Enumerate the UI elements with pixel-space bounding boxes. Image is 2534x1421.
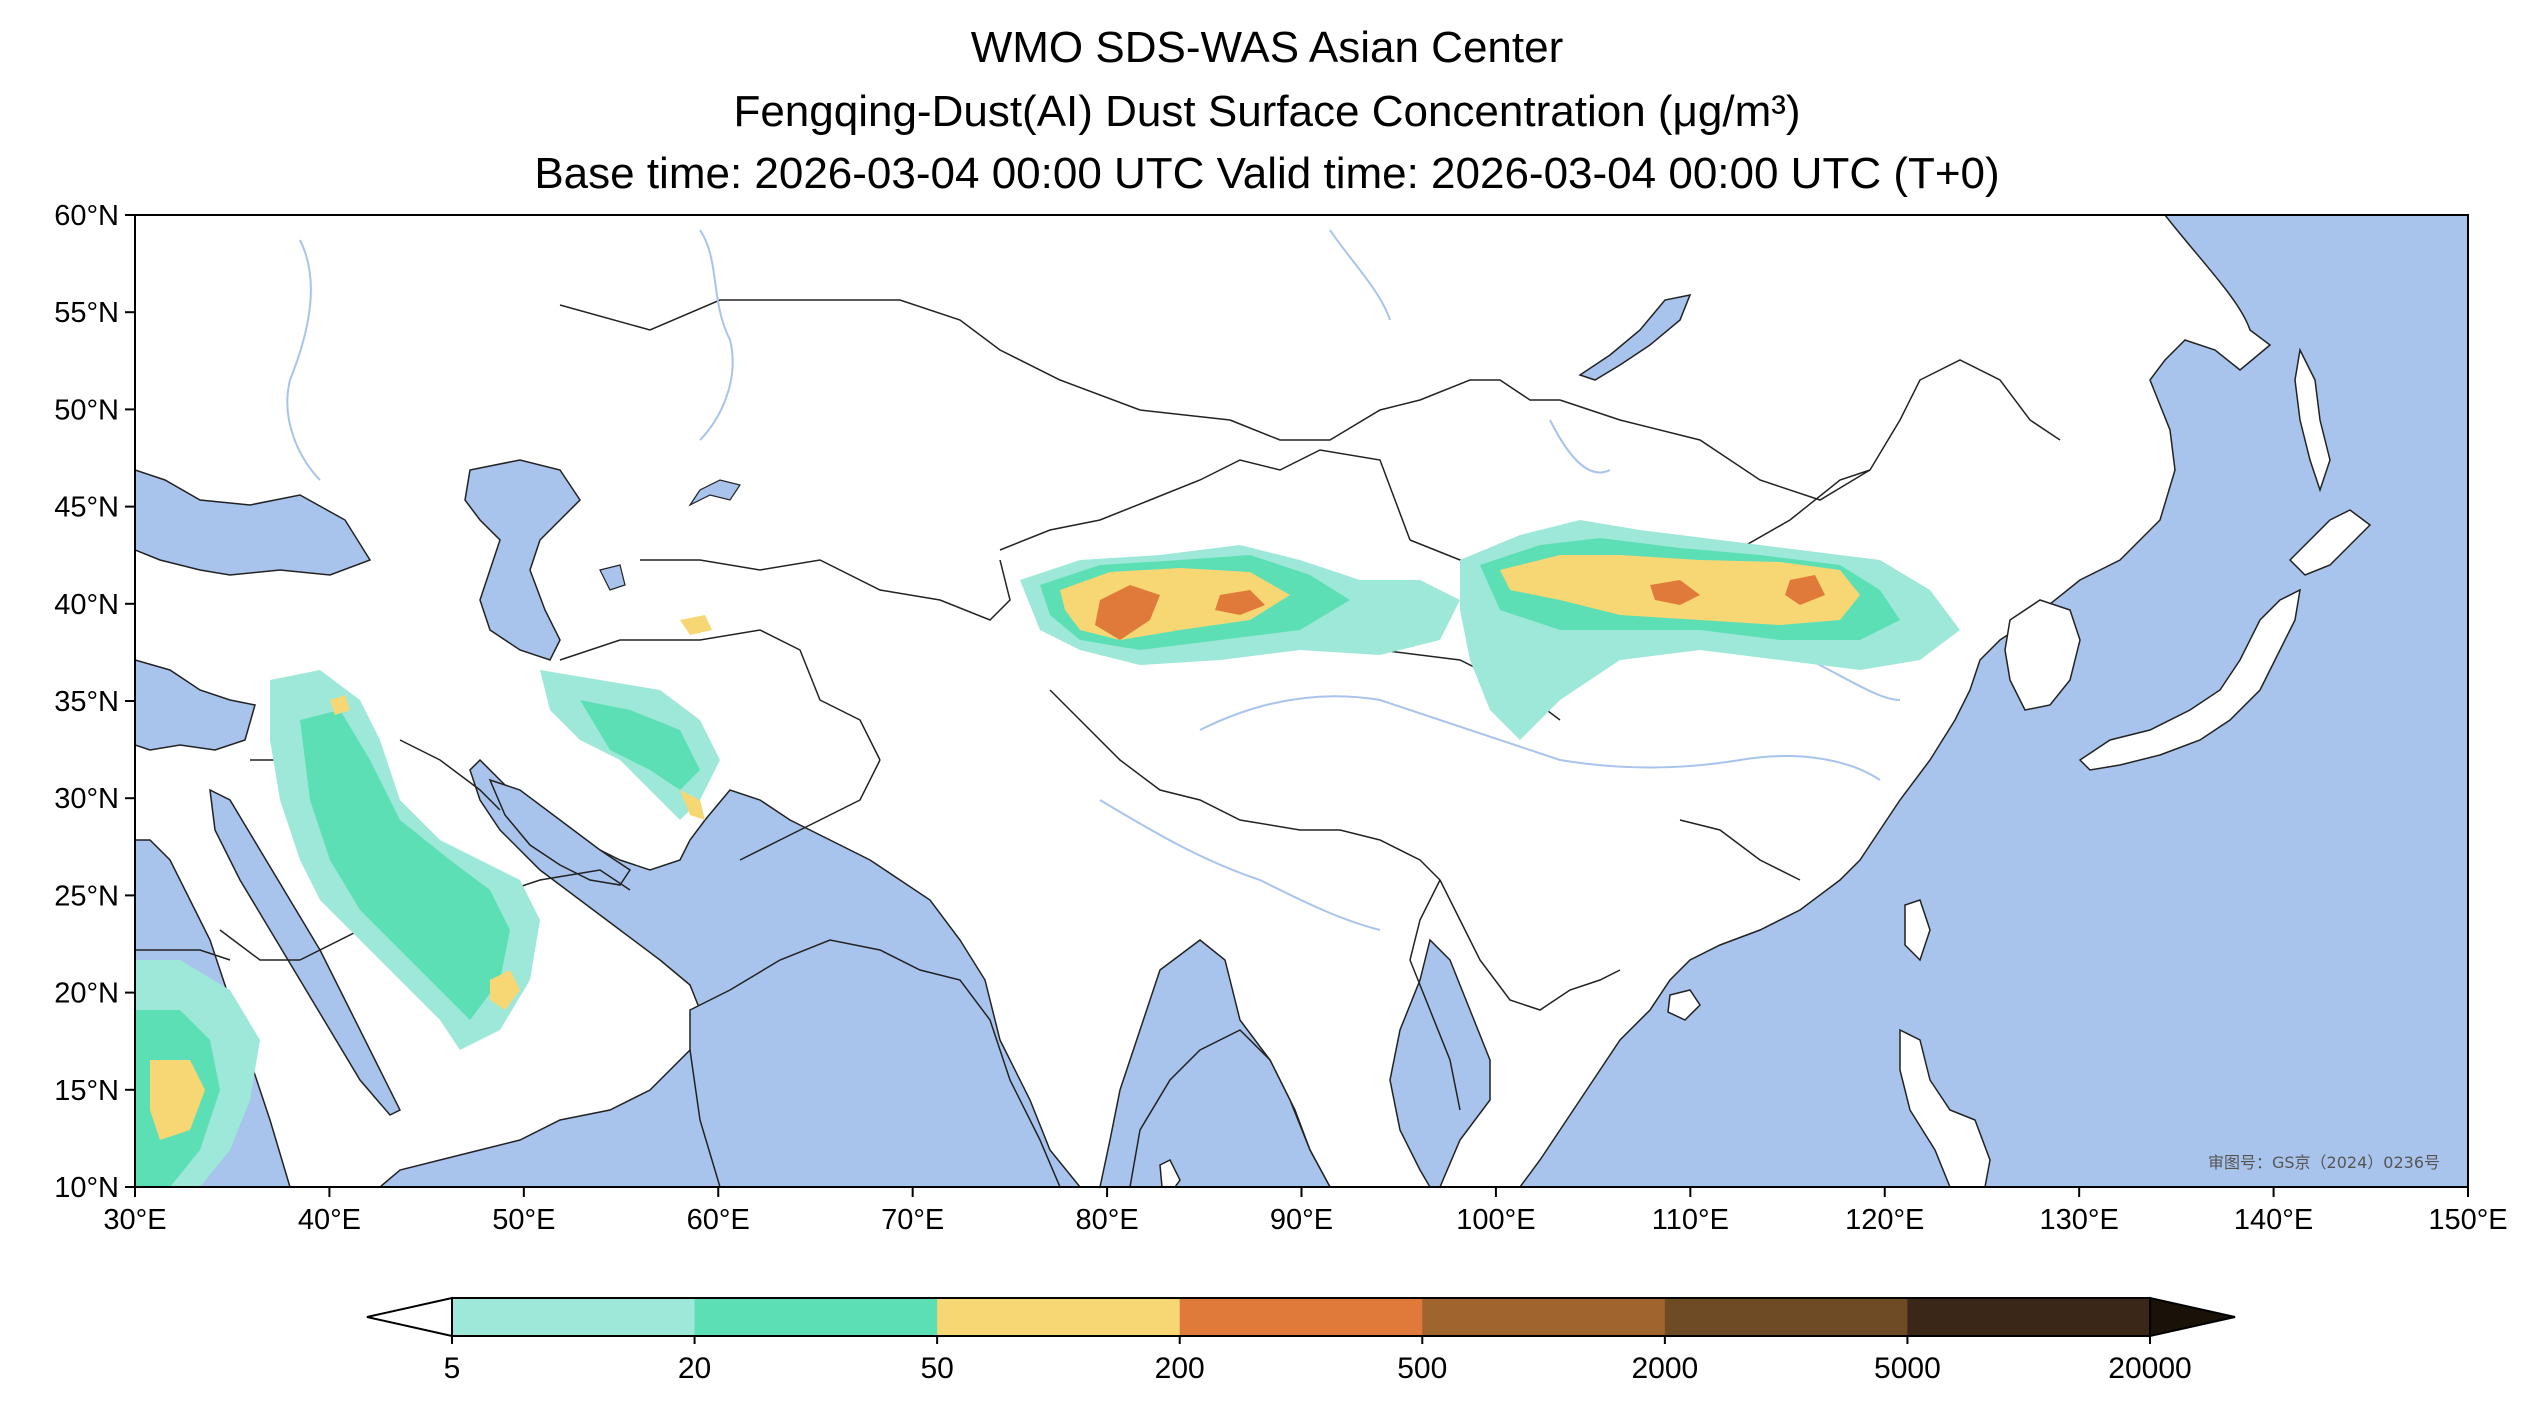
lat-tick-label: 55°N <box>54 297 119 329</box>
dust-karakum <box>680 615 712 635</box>
colorbar-segment <box>1907 1298 2151 1336</box>
title-line-3: Base time: 2026-03-04 00:00 UTC Valid ti… <box>534 149 2000 198</box>
lat-tick-label: 30°N <box>54 783 119 815</box>
lat-tick-label: 40°N <box>54 589 119 621</box>
dust-africa-50 <box>150 1060 205 1140</box>
lat-tick-label: 35°N <box>54 686 119 718</box>
lon-tick-label: 50°E <box>492 1204 555 1236</box>
lon-tick-label: 110°E <box>1652 1204 1729 1236</box>
japan <box>2078 588 2301 771</box>
lon-tick-label: 100°E <box>1456 1204 1535 1236</box>
land-eurasia <box>135 215 2272 1187</box>
persian-gulf <box>488 778 632 886</box>
bay-of-bengal <box>1129 1029 1331 1187</box>
colorbar-segment <box>1422 1298 1666 1336</box>
hokkaido <box>2288 509 2372 576</box>
taiwan <box>1904 899 1931 962</box>
lon-tick-label: 90°E <box>1270 1204 1333 1236</box>
lon-tick-label: 70°E <box>881 1204 944 1236</box>
lon-tick-label: 120°E <box>1845 1204 1924 1236</box>
red-sea <box>209 788 402 1116</box>
colorbar-level-label: 200 <box>1155 1352 1205 1385</box>
map-watermark: 审图号：GS京（2024）0236号 <box>2208 1153 2440 1172</box>
colorbar-level-label: 50 <box>920 1352 953 1385</box>
lat-tick-label: 20°N <box>54 978 119 1010</box>
dust-gobi-200b <box>1785 575 1825 605</box>
lat-tick-label: 60°N <box>54 200 119 232</box>
dust-gobi-200a <box>1650 580 1700 605</box>
dust-tarim-200a <box>1095 585 1160 640</box>
lon-tick-label: 30°E <box>103 1204 166 1236</box>
dust-tarim-200b <box>1215 590 1265 615</box>
lon-tick-label: 140°E <box>2234 1204 2313 1236</box>
dust-layer <box>135 520 1960 1187</box>
axis-ticks: 30°E 40°E 50°E 60°E 70°E 80°E 90°E 100°E 110°E 12… <box>54 200 2507 1236</box>
lon-tick-label: 40°E <box>298 1204 361 1236</box>
colorbar-level-label: 500 <box>1397 1352 1447 1385</box>
title-line-2: Fengqing-Dust(AI) Dust Surface Concentra… <box>733 87 1801 136</box>
lat-tick-label: 45°N <box>54 492 119 524</box>
mediterranean <box>135 659 256 751</box>
aral-sea <box>599 564 626 591</box>
colorbar-level-label: 5000 <box>1874 1352 1941 1385</box>
korea <box>2004 599 2081 711</box>
colorbar-segment <box>937 1298 1181 1336</box>
lon-tick-label: 80°E <box>1075 1204 1138 1236</box>
colorbar-level-label: 2000 <box>1631 1352 1698 1385</box>
lat-tick-label: 25°N <box>54 880 119 912</box>
hainan <box>1667 989 1701 1021</box>
arabian-sea <box>689 939 1061 1187</box>
colorbar-over-arrow <box>2149 1296 2236 1338</box>
map-area: 审图号：GS京（2024）0236号 <box>135 215 2468 1187</box>
lat-tick-label: 15°N <box>54 1075 119 1107</box>
lon-tick-label: 60°E <box>687 1204 750 1236</box>
colorbar-level-label: 20000 <box>2108 1352 2191 1385</box>
black-sea <box>135 469 372 576</box>
luzon <box>1899 1028 1991 1187</box>
colorbar: 5 20 50 200 500 2000 5000 20000 <box>366 1296 2236 1385</box>
colorbar-level-label: 5 <box>444 1352 461 1385</box>
lake-baikal <box>1578 293 1692 381</box>
lat-tick-label: 10°N <box>54 1172 119 1204</box>
title-line-1: WMO SDS-WAS Asian Center <box>970 23 1564 72</box>
colorbar-frame <box>451 1297 2151 1337</box>
colorbar-under-arrow <box>366 1296 453 1338</box>
caspian-sea <box>464 459 581 661</box>
sakhalin <box>2294 347 2331 493</box>
colorbar-level-label: 20 <box>678 1352 711 1385</box>
lat-tick-label: 50°N <box>54 394 119 426</box>
dust-iran-50 <box>680 790 705 820</box>
colorbar-segment <box>452 1298 696 1336</box>
colorbar-segment <box>1664 1298 1908 1336</box>
sri-lanka <box>1159 1158 1181 1187</box>
dust-arabia-20 <box>300 710 510 1020</box>
lake-balkhash <box>688 479 741 507</box>
dust-iran-20 <box>580 700 700 790</box>
dust-arabia-50 <box>490 970 520 1010</box>
dust-arabia-50b <box>330 695 350 715</box>
colorbar-segment <box>694 1298 938 1336</box>
colorbar-segment <box>1179 1298 1423 1336</box>
lon-tick-label: 150°E <box>2428 1204 2507 1236</box>
lon-tick-label: 130°E <box>2040 1204 2119 1236</box>
